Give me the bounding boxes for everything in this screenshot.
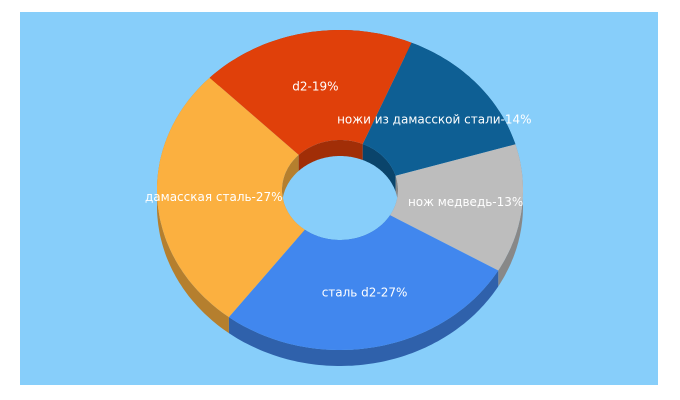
slice [209, 30, 412, 155]
data-label: d2-19% [292, 79, 338, 93]
data-label: сталь d2-27% [322, 286, 408, 300]
slice-inner-side [362, 144, 396, 192]
data-label: дамасская сталь-27% [145, 190, 283, 204]
slice-outer-side [498, 144, 523, 287]
slice [228, 215, 499, 350]
data-label: ножи из дамасской стали-14% [337, 113, 531, 127]
slice [362, 42, 516, 176]
slice-outer-side [228, 270, 499, 366]
slice-outer-side [157, 77, 229, 334]
slice [390, 144, 523, 271]
slice [157, 77, 305, 318]
data-label: нож медведь-13% [408, 195, 523, 209]
slice-inner-side [298, 140, 363, 171]
